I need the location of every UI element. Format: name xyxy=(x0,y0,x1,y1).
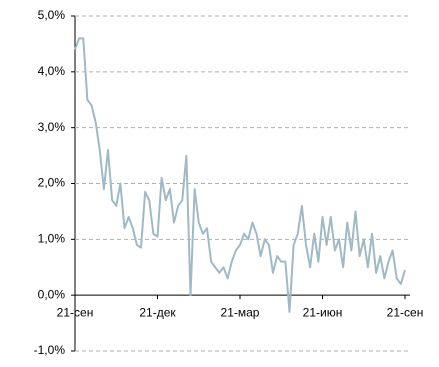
y-tick-label: 0,0% xyxy=(38,287,66,301)
x-tick-label: 21-мар xyxy=(221,305,260,319)
y-tick-label: 5,0% xyxy=(38,8,66,22)
x-tick-label: 21-дек xyxy=(139,305,176,319)
line-series xyxy=(74,37,406,313)
y-tick-label: 1,0% xyxy=(38,232,66,246)
y-tick-label: 3,0% xyxy=(38,120,66,134)
x-tick-label: 21-сен xyxy=(387,305,424,319)
y-tick-label: 2,0% xyxy=(38,176,66,190)
y-tick-label: 4,0% xyxy=(38,64,66,78)
x-tick-label: 21-июн xyxy=(303,305,343,319)
x-tick-label: 21-сен xyxy=(57,305,94,319)
y-tick-label: -1,0% xyxy=(34,343,66,357)
